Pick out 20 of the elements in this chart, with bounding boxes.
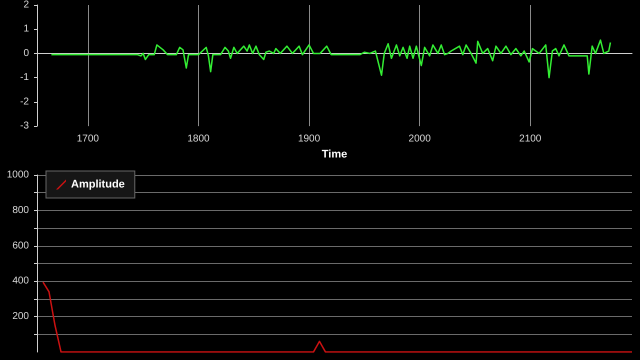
line-series (50, 39, 612, 78)
y-tick-label: -1 (20, 72, 30, 84)
x-tick-label: 1900 (298, 134, 321, 145)
legend-label: Amplitude (71, 178, 125, 190)
y-tick-label: -3 (20, 120, 30, 132)
line-series (42, 281, 633, 353)
x-tick-label: 1700 (76, 134, 100, 145)
x-tick-label: 2000 (408, 134, 432, 145)
y-tick-label: 2 (23, 0, 30, 10)
y-tick-label: 400 (12, 276, 30, 287)
y-tick-label: 600 (12, 240, 30, 252)
x-tick-label: 1800 (187, 134, 210, 145)
x-axis-title: Time (322, 148, 348, 160)
y-tick-label: -2 (20, 96, 30, 108)
y-tick-label: 800 (12, 204, 30, 216)
y-tick-label: 1000 (6, 170, 30, 180)
y-tick-label: 200 (12, 311, 30, 322)
y-tick-label: 0 (23, 48, 30, 59)
y-tick-label: 1 (23, 24, 30, 35)
x-tick-label: 2100 (519, 134, 542, 145)
